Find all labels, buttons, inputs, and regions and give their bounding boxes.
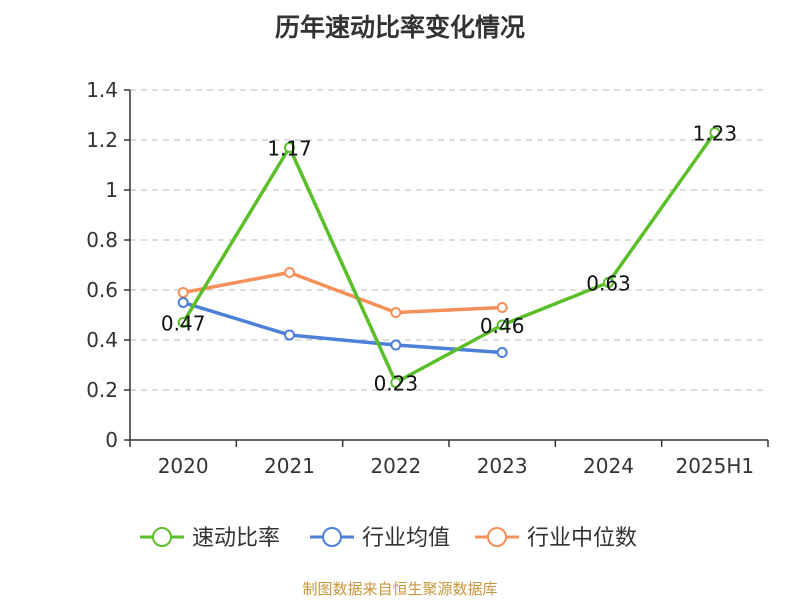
y-tick-label: 1.2 xyxy=(86,128,118,152)
x-tick-label: 2023 xyxy=(477,454,528,478)
data-point xyxy=(709,127,721,138)
axes: 0 0.2 0.4 0.6 0.8 1 1.2 1.4 2020 2021 2022 2023 2024… xyxy=(86,78,769,478)
data-point xyxy=(177,297,189,308)
data-point xyxy=(284,267,295,278)
x-tick-label: 2025H1 xyxy=(675,454,754,478)
data-point xyxy=(177,317,189,328)
x-tick-label: 2024 xyxy=(583,454,634,478)
series-lines xyxy=(177,127,721,388)
data-label: 0.46 xyxy=(480,314,525,338)
y-tick-label: 1 xyxy=(105,178,118,202)
chart-title: 历年速动比率变化情况 xyxy=(274,13,525,42)
legend-marker xyxy=(322,527,342,547)
legend: 速动比率 行业均值 行业中位数 xyxy=(140,526,637,551)
data-point xyxy=(496,319,508,331)
y-tick-label: 0.2 xyxy=(86,378,118,402)
y-tick-label: 0.4 xyxy=(86,328,118,352)
data-point xyxy=(390,307,402,318)
data-point xyxy=(284,142,295,153)
data-point xyxy=(177,287,189,298)
data-label: 0.23 xyxy=(374,372,419,396)
legend-item: 行业中位数 xyxy=(475,526,637,551)
legend-label: 行业均值 xyxy=(362,526,450,551)
data-point xyxy=(496,302,508,313)
y-tick-label: 1.4 xyxy=(86,78,118,102)
data-labels: 0.47 1.17 0.23 0.46 0.63 1.23 xyxy=(161,122,737,396)
data-label: 0.63 xyxy=(586,272,631,296)
x-tick-label: 2020 xyxy=(158,454,209,478)
legend-item: 速动比率 xyxy=(140,526,280,551)
data-label: 1.23 xyxy=(693,122,738,146)
y-tick-label: 0.6 xyxy=(86,278,118,302)
data-label: 0.47 xyxy=(161,312,206,336)
data-point xyxy=(284,329,295,341)
data-point xyxy=(496,347,508,358)
y-tick-label: 0.8 xyxy=(86,228,118,252)
data-point xyxy=(390,339,402,351)
data-point xyxy=(390,377,402,388)
legend-marker xyxy=(152,527,172,547)
legend-label: 行业中位数 xyxy=(527,526,637,551)
data-label: 1.17 xyxy=(267,137,312,161)
source-note: 制图数据来自恒生聚源数据库 xyxy=(302,580,498,598)
series-line xyxy=(181,130,717,385)
y-tick-label: 0 xyxy=(105,428,118,452)
x-tick-label: 2021 xyxy=(264,454,315,478)
legend-label: 速动比率 xyxy=(192,526,280,551)
legend-marker xyxy=(487,527,507,547)
series-line xyxy=(181,300,504,355)
grid-lines xyxy=(130,89,768,391)
x-tick-label: 2022 xyxy=(370,454,421,478)
series-line xyxy=(181,270,504,315)
data-point xyxy=(603,277,614,288)
legend-item: 行业均值 xyxy=(310,526,450,551)
